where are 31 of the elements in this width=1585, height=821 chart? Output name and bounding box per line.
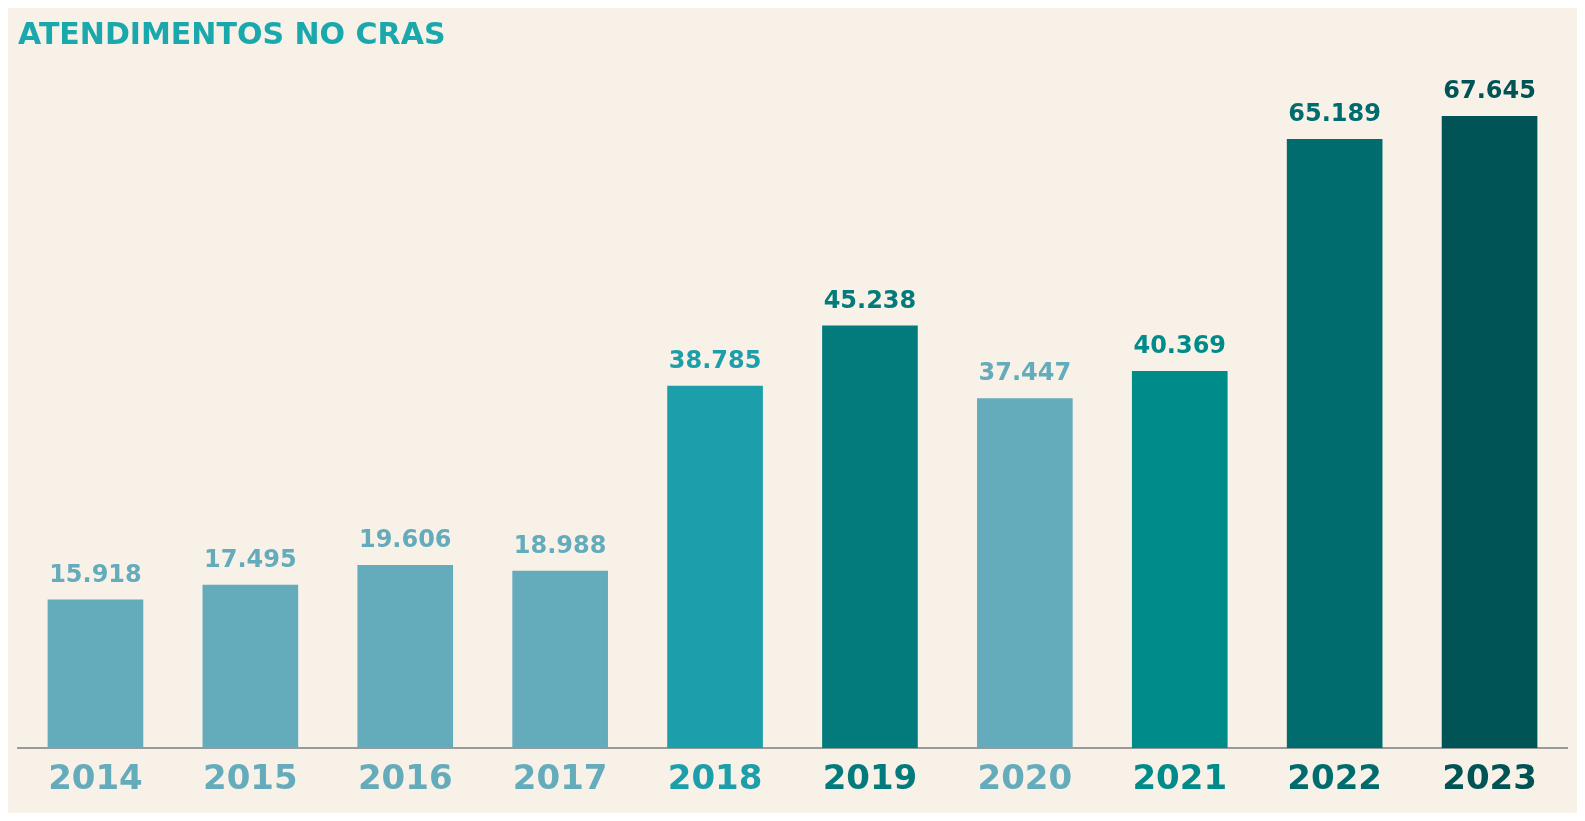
data-label: 40.369 [1133,331,1227,360]
x-tick-label: 2017 [512,757,608,798]
bar [202,584,299,749]
data-label: 37.447 [978,358,1072,387]
data-label: 15.918 [49,559,142,588]
x-tick-label: 2019 [822,757,918,798]
bar [357,564,454,749]
bar [1286,138,1383,749]
bar [47,599,144,749]
x-tick-label: 2023 [1442,757,1537,798]
bar [667,385,763,749]
bar [512,570,608,749]
bar [1441,116,1538,749]
x-tick-label: 2021 [1132,757,1228,798]
data-label: 65.189 [1288,99,1381,128]
bar [977,398,1073,749]
x-tick-label: 2015 [203,757,298,798]
data-label: 45.238 [823,285,917,314]
bar [1131,370,1228,749]
x-tick-label: 2016 [357,757,453,798]
bar [822,325,918,749]
data-label: 38.785 [668,345,762,374]
data-label: 17.495 [204,544,297,573]
chart-title: ATENDIMENTOS NO CRAS [18,15,446,51]
x-tick-label: 2014 [48,757,143,798]
x-tick-label: 2022 [1287,757,1382,798]
x-tick-label: 2018 [667,757,763,798]
data-label: 19.606 [358,525,452,554]
x-tick-label: 2020 [977,757,1073,798]
data-label: 18.988 [513,530,607,559]
data-label: 67.645 [1443,76,1536,105]
